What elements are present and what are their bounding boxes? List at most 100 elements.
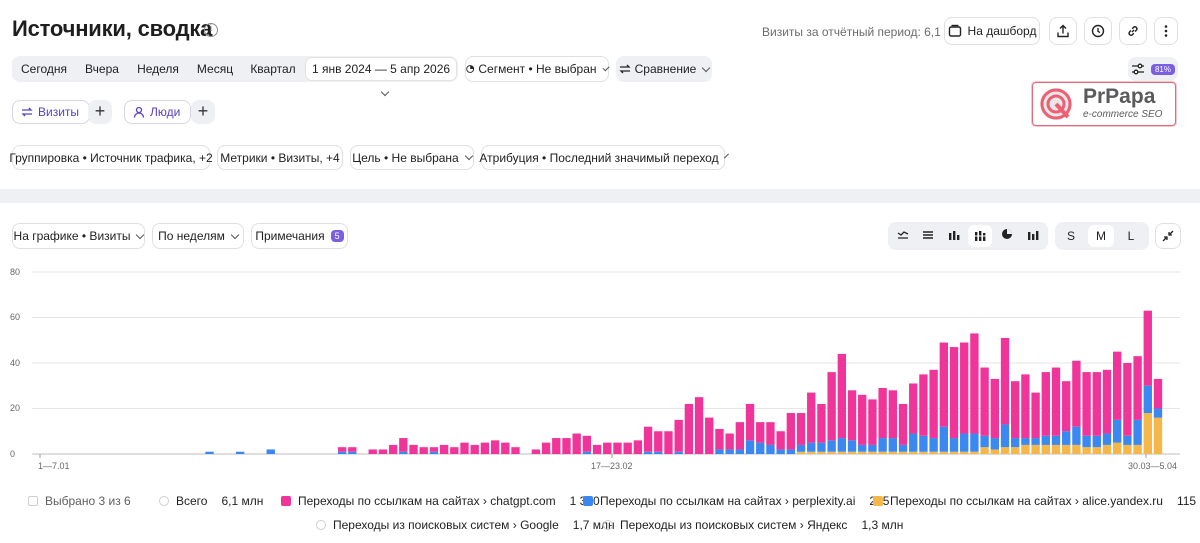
metrics-filter[interactable]: Метрики • Визиты, +4: [217, 145, 343, 170]
bar-segment[interactable]: [1062, 381, 1071, 432]
bar-segment[interactable]: [429, 447, 439, 452]
bar-segment[interactable]: [1072, 360, 1081, 427]
bar-segment[interactable]: [735, 449, 745, 454]
bar-segment[interactable]: [939, 426, 948, 452]
bar-segment[interactable]: [562, 438, 571, 454]
bar-segment[interactable]: [858, 451, 867, 454]
line-chart-icon[interactable]: [892, 225, 914, 247]
bar-segment[interactable]: [847, 440, 857, 452]
bar-segment[interactable]: [378, 449, 388, 454]
bar-segment[interactable]: [949, 347, 959, 439]
by-weeks-dropdown[interactable]: По неделям: [152, 223, 244, 249]
bar-segment[interactable]: [603, 442, 612, 455]
bar-segment[interactable]: [929, 369, 938, 439]
bar-segment[interactable]: [868, 399, 877, 445]
legend-item-yandex[interactable]: Переходы из поисковых систем › Яндекс 1,3…: [603, 518, 903, 532]
bar-segment[interactable]: [531, 449, 541, 454]
bar-segment[interactable]: [613, 442, 622, 455]
bar-segment[interactable]: [1153, 408, 1163, 418]
bar-segment[interactable]: [1082, 447, 1091, 454]
bar-segment[interactable]: [715, 428, 724, 450]
visits-pill[interactable]: Визиты: [12, 100, 91, 124]
bar-segment[interactable]: [898, 451, 908, 454]
period-tab-today[interactable]: Сегодня: [21, 62, 67, 76]
bar-segment[interactable]: [1092, 447, 1101, 454]
legend-item-google[interactable]: Переходы из поисковых систем › Google 1,7…: [316, 518, 615, 532]
size-s-button[interactable]: S: [1066, 229, 1075, 243]
legend-selected[interactable]: Выбрано 3 из 6: [28, 494, 131, 508]
bar-segment[interactable]: [1021, 444, 1030, 454]
bar-segment[interactable]: [1102, 444, 1112, 454]
bar-segment[interactable]: [847, 451, 857, 454]
bar-segment[interactable]: [1153, 417, 1163, 454]
bar-segment[interactable]: [470, 444, 479, 454]
bar-segment[interactable]: [439, 444, 449, 454]
bar-segment[interactable]: [1062, 444, 1071, 454]
bar-segment[interactable]: [796, 451, 806, 454]
bar-segment[interactable]: [837, 438, 847, 452]
history-button[interactable]: [1084, 17, 1112, 45]
bar-segment[interactable]: [1062, 431, 1071, 445]
bar-segment[interactable]: [817, 442, 826, 452]
bar-segment[interactable]: [929, 451, 938, 454]
bar-chart-icon[interactable]: [943, 225, 965, 247]
to-dashboard-button[interactable]: На дашборд: [944, 17, 1040, 45]
bar-segment[interactable]: [909, 383, 918, 434]
legend-item-alice[interactable]: Переходы по ссылкам на сайтах › alice.ya…: [873, 494, 1196, 508]
bar-segment[interactable]: [725, 433, 734, 450]
bar-segment[interactable]: [429, 451, 439, 454]
bar-segment[interactable]: [1041, 435, 1050, 445]
bar-segment[interactable]: [1102, 369, 1112, 434]
bar-segment[interactable]: [1143, 310, 1152, 386]
bar-segment[interactable]: [541, 442, 551, 455]
bar-segment[interactable]: [582, 435, 592, 452]
bar-segment[interactable]: [1072, 426, 1081, 445]
bar-segment[interactable]: [888, 451, 898, 454]
period-tab-month[interactable]: Месяц: [196, 62, 234, 76]
area-chart-icon[interactable]: [917, 225, 939, 247]
bar-segment[interactable]: [776, 449, 785, 454]
bar-segment[interactable]: [898, 403, 908, 445]
bar-segment[interactable]: [868, 451, 877, 454]
bar-segment[interactable]: [756, 422, 765, 443]
bar-segment[interactable]: [633, 440, 643, 454]
bar-segment[interactable]: [745, 403, 755, 441]
bar-segment[interactable]: [1000, 337, 1010, 425]
bar-segment[interactable]: [796, 413, 806, 445]
bar-segment[interactable]: [807, 451, 816, 454]
bar-segment[interactable]: [1113, 419, 1122, 443]
bar-segment[interactable]: [348, 447, 357, 452]
people-pill[interactable]: Люди: [124, 100, 192, 124]
bar-segment[interactable]: [1000, 447, 1010, 454]
bar-segment[interactable]: [1031, 444, 1040, 454]
bar-segment[interactable]: [1113, 351, 1122, 420]
bar-segment[interactable]: [847, 390, 857, 441]
bar-segment[interactable]: [1123, 444, 1132, 454]
bar-segment[interactable]: [949, 438, 959, 452]
bar-segment[interactable]: [939, 451, 948, 454]
bar-segment[interactable]: [1143, 385, 1152, 414]
bar-segment[interactable]: [1092, 435, 1101, 448]
bar-segment[interactable]: [705, 417, 714, 454]
bar-segment[interactable]: [388, 444, 398, 454]
bar-segment[interactable]: [1031, 438, 1040, 445]
bar-segment[interactable]: [1051, 435, 1061, 445]
notes-button[interactable]: Примечания 5: [251, 223, 348, 249]
bar-segment[interactable]: [501, 442, 510, 455]
stacked-bar-chart-icon[interactable]: [968, 225, 992, 247]
bar-segment[interactable]: [807, 392, 816, 443]
bar-segment[interactable]: [1041, 444, 1050, 454]
size-m-button[interactable]: M: [1088, 225, 1114, 247]
size-l-button[interactable]: L: [1127, 229, 1135, 243]
bar-segment[interactable]: [786, 449, 796, 454]
bar-segment[interactable]: [960, 433, 969, 452]
export-button[interactable]: [1049, 17, 1077, 45]
bar-segment[interactable]: [490, 440, 500, 454]
compare-dropdown[interactable]: Сравнение: [616, 56, 712, 82]
bar-segment[interactable]: [827, 372, 836, 441]
bar-segment[interactable]: [409, 444, 418, 454]
bar-segment[interactable]: [745, 440, 755, 454]
bar-segment[interactable]: [1113, 442, 1122, 455]
bar-segment[interactable]: [399, 438, 408, 452]
bar-segment[interactable]: [827, 440, 836, 452]
